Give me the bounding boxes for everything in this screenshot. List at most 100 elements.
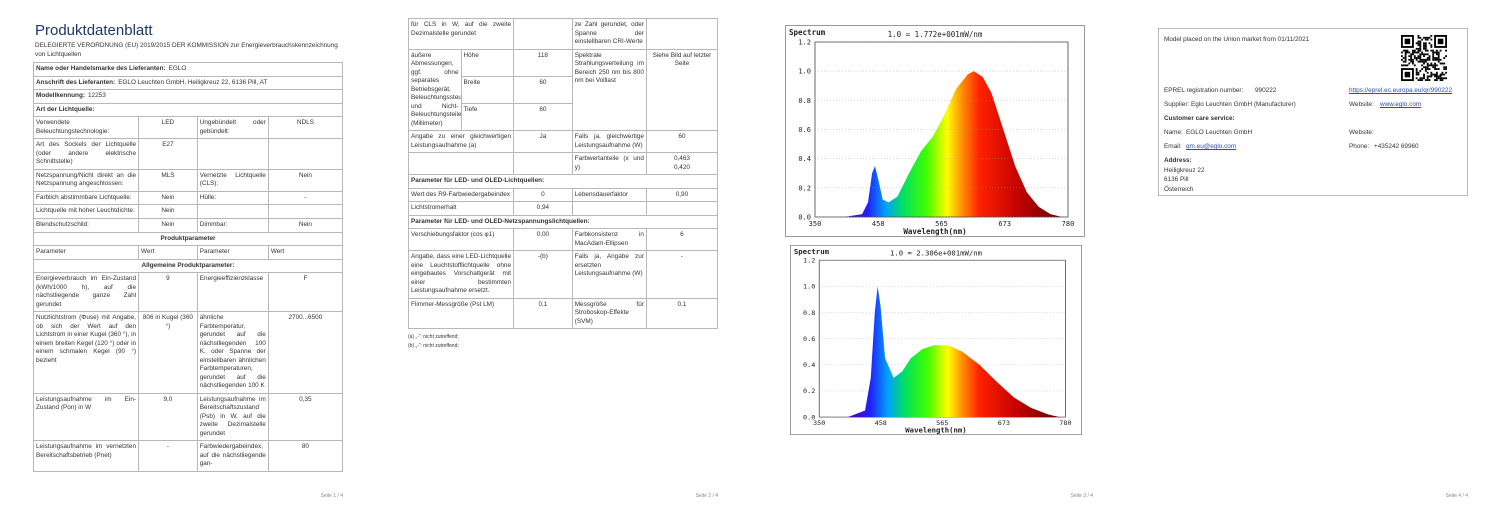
cell: 0,90 <box>645 187 718 203</box>
row: äußere Abmessungen, ggf. ohne separates … <box>408 48 718 132</box>
qr-module <box>1419 49 1422 52</box>
cell: Modellkennung: 12253 <box>33 89 343 104</box>
qr-module <box>1424 58 1427 61</box>
qr-module <box>1434 68 1436 70</box>
qr-module <box>1415 68 1418 70</box>
x-axis-label: Wavelength(nm) <box>905 426 966 435</box>
y-tick-label: 0.0 <box>803 414 815 422</box>
dimension-value: 60 <box>513 75 573 104</box>
cell: Falls ja, Angabe zur ersetzten Leistungs… <box>571 250 647 299</box>
qr-module <box>1426 36 1429 39</box>
qr-module <box>1445 77 1447 80</box>
cell: 806 in Kugel (360 °) <box>138 311 198 394</box>
qr-module <box>1417 71 1420 74</box>
qr-module <box>1404 57 1407 59</box>
qr-module <box>1413 55 1416 58</box>
field-value: EGLO <box>168 65 187 73</box>
dimension-value: 118 <box>513 48 573 77</box>
qr-module <box>1406 49 1409 52</box>
qr-module <box>1439 75 1442 78</box>
x-tick-label: 350 <box>813 419 825 427</box>
cell: Energieeffizienzklasse <box>196 272 269 313</box>
section-heading: Parameter für LED- und OLED-Lichtquellen… <box>408 174 718 189</box>
cell: F <box>267 272 343 313</box>
qr-module <box>1415 51 1418 54</box>
qr-module <box>1437 77 1440 80</box>
cell: - <box>645 250 718 299</box>
qr-module <box>1406 64 1409 67</box>
qr-module <box>1426 66 1429 69</box>
column-header: Wert <box>138 245 198 260</box>
qr-module <box>1430 64 1433 67</box>
qr-module <box>1402 57 1405 59</box>
qr-module <box>1419 55 1422 58</box>
qr-module <box>1435 49 1438 52</box>
qr-module <box>1424 47 1427 50</box>
dimension-name: Breite <box>460 75 515 104</box>
row: Wert des R9-Farbwiedergabeindex 0 Lebensda… <box>408 187 718 203</box>
qr-module <box>1435 51 1438 54</box>
cell: - <box>138 440 198 472</box>
qr-module <box>1417 35 1420 37</box>
qr-module <box>1413 49 1416 52</box>
qr-module <box>1423 77 1425 80</box>
eprel-link[interactable]: https://eprel.ec.europa.eu/qr/990222 <box>1349 87 1453 94</box>
qr-module <box>1423 44 1425 47</box>
qr-module <box>1401 64 1403 67</box>
row: Angabe zu einer gleichwertigen Leistungs… <box>408 130 718 154</box>
page-number: Seite 1 / 4 <box>320 493 343 499</box>
qr-module <box>1432 53 1435 56</box>
cell: Leistungsaufnahme im vernetzten Bereitsc… <box>33 440 140 472</box>
eprel-box: Model placed on the Union market from 01… <box>1158 28 1468 196</box>
field-value: 12253 <box>88 92 106 100</box>
cell: 0,94 <box>513 201 573 216</box>
qr-module <box>1421 60 1424 63</box>
page-4: Model placed on the Union market from 01… <box>1158 0 1468 510</box>
cell: Ja <box>513 130 573 154</box>
cell: für CLS in W, auf die zweite Dezimalstel… <box>408 18 515 50</box>
address: Heiligkreuz 22 6136 Pill Österreich <box>1164 166 1205 194</box>
column-header: Parameter <box>196 245 269 260</box>
cell <box>513 152 573 176</box>
supplier-label: Supplier: <box>1164 101 1190 108</box>
email-link[interactable]: qm.eu@eglo.com <box>1186 143 1237 150</box>
qr-module <box>1439 73 1442 76</box>
cell: 0,35 <box>267 392 343 442</box>
name-label: Name: <box>1164 129 1183 136</box>
website-link[interactable]: www.eglo.com <box>1380 101 1422 108</box>
qr-module <box>1419 69 1422 72</box>
row: Name oder Handelsmarke des Lieferanten: E… <box>33 62 343 77</box>
qr-module <box>1430 49 1433 52</box>
qr-module <box>1417 55 1420 58</box>
qr-module <box>1432 49 1435 52</box>
qr-module <box>1421 68 1424 70</box>
qr-module <box>1439 62 1442 65</box>
qr-module <box>1415 47 1418 50</box>
cell: Nutzlichtstrom (Φuse) mit Angabe, ob sic… <box>33 311 140 394</box>
row: Nutzlichtstrom (Φuse) mit Angabe, ob sic… <box>33 311 343 394</box>
eprel-label: EPREL registration number: <box>1164 87 1244 94</box>
row: Netzspannung/Nicht direkt an die Netzspa… <box>33 168 343 192</box>
phone-label: Phone: <box>1349 143 1370 150</box>
page-1-content: Produktdatenblatt DELEGIERTE VERORDNUNG … <box>33 22 343 492</box>
cell: Farbwiedergabeindex, auf die nächstliege… <box>196 440 269 472</box>
qr-module <box>1441 73 1444 76</box>
eprel-number: 990222 <box>1255 87 1277 94</box>
qr-module <box>1443 57 1446 59</box>
qr-module <box>1417 40 1420 43</box>
qr-module <box>1439 79 1442 81</box>
qr-module <box>1434 58 1436 61</box>
qr-module <box>1432 55 1435 58</box>
qr-module <box>1428 64 1431 67</box>
qr-module <box>1426 71 1429 74</box>
page-3: 1.2 1.0 0.8 0.6 0.4 0.2 0.0 350 458 565 673 780 Spec… <box>783 0 1093 510</box>
qr-module <box>1424 46 1427 48</box>
qr-module <box>1430 38 1433 41</box>
cell: Leistungsaufnahme im Ein-Zustand (Pon) i… <box>33 392 140 442</box>
qr-module <box>1424 79 1427 81</box>
qr-module <box>1421 79 1424 81</box>
qr-module <box>1415 71 1418 74</box>
column-header: Parameter <box>33 245 140 260</box>
row: Energieverbrauch im Ein-Zustand (kWh/100… <box>33 272 343 313</box>
